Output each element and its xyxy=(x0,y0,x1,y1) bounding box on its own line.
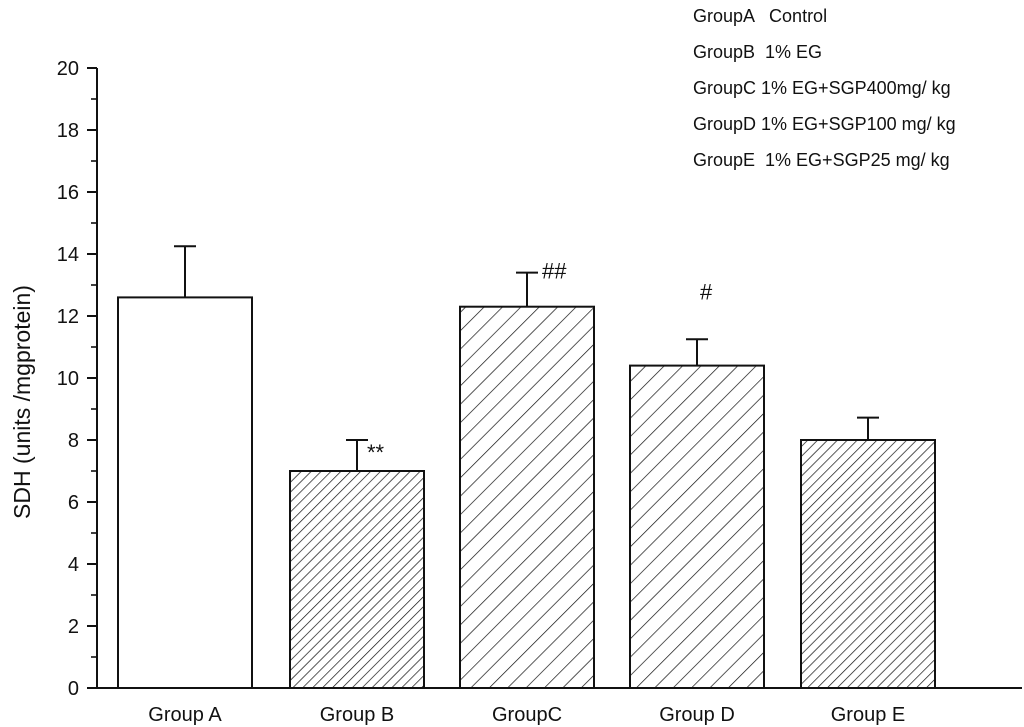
y-axis: 0 2 4 6 8 10 12 14 16 18 20 xyxy=(57,58,98,700)
legend-entry: GroupD 1% EG+SGP100 mg/ kg xyxy=(693,114,956,134)
x-tick-label: Group E xyxy=(831,704,905,726)
x-tick-label: Group B xyxy=(320,704,394,726)
y-tick-label: 4 xyxy=(68,554,79,576)
y-tick-label: 8 xyxy=(68,430,79,452)
bar xyxy=(289,470,425,689)
significance-annotations: **### xyxy=(367,259,713,465)
bars xyxy=(117,296,936,689)
x-tick-label: Group A xyxy=(148,704,222,726)
y-tick-label: 0 xyxy=(68,678,79,700)
bar xyxy=(629,364,765,689)
y-tick-label: 2 xyxy=(68,616,79,638)
significance-label: ## xyxy=(542,259,567,284)
y-axis-title: SDH (units /mgprotein) xyxy=(9,285,35,519)
significance-label: ** xyxy=(367,440,385,465)
x-axis: Group A Group B GroupC Group D Group E xyxy=(97,687,1022,726)
legend-entry: GroupB 1% EG xyxy=(693,42,822,62)
y-tick-label: 16 xyxy=(57,182,79,204)
y-tick-label: 12 xyxy=(57,306,79,328)
significance-label: # xyxy=(700,279,713,304)
y-tick-label: 20 xyxy=(57,58,79,80)
legend-entry: GroupC 1% EG+SGP400mg/ kg xyxy=(693,78,951,98)
bar xyxy=(459,305,595,689)
error-bars xyxy=(174,245,879,471)
legend: GroupA Control GroupB 1% EG GroupC 1% EG+S… xyxy=(693,6,956,170)
x-tick-label: Group D xyxy=(659,704,735,726)
y-tick-label: 18 xyxy=(57,120,79,142)
legend-entry: GroupE 1% EG+SGP25 mg/ kg xyxy=(693,150,950,170)
y-tick-label: 6 xyxy=(68,492,79,514)
bar xyxy=(117,296,253,689)
y-tick-label: 14 xyxy=(57,244,79,266)
legend-entry: GroupA Control xyxy=(693,6,827,26)
bar xyxy=(800,439,936,689)
y-tick-label: 10 xyxy=(57,368,79,390)
x-tick-label: GroupC xyxy=(492,704,562,726)
